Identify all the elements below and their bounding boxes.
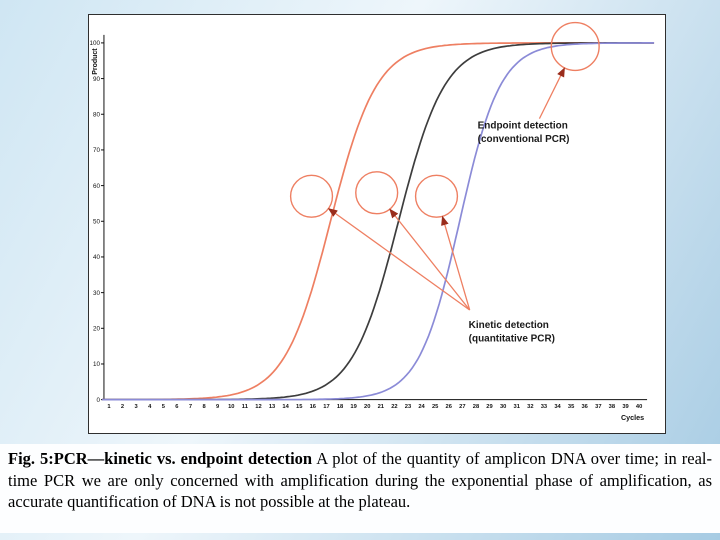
svg-text:9: 9 <box>216 404 219 410</box>
kinetic-arrow <box>441 215 471 311</box>
svg-text:27: 27 <box>459 404 465 410</box>
endpoint-detection-label: Endpoint detection <box>478 121 568 132</box>
svg-text:8: 8 <box>202 404 206 410</box>
svg-text:4: 4 <box>148 404 152 410</box>
svg-text:0: 0 <box>96 397 100 404</box>
svg-text:25: 25 <box>432 404 439 410</box>
kinetic-arrow <box>389 208 471 311</box>
svg-text:15: 15 <box>296 404 303 410</box>
svg-text:40: 40 <box>636 404 642 410</box>
svg-text:30: 30 <box>93 290 100 297</box>
svg-text:6: 6 <box>175 404 178 410</box>
svg-text:37: 37 <box>595 404 601 410</box>
svg-text:18: 18 <box>337 404 344 410</box>
y-axis-tick-labels: 0 10 20 30 40 50 60 70 80 90 100 <box>89 40 100 404</box>
exponential-phase-circle <box>355 171 399 215</box>
y-axis-title: Product <box>92 48 99 75</box>
pcr-amplification-chart: 0 10 20 30 40 50 60 70 80 90 100 1 2 3 4 5 6 7 8 9 10 11 12 13 1… <box>89 15 665 434</box>
exponential-phase-circle <box>289 174 334 218</box>
kinetic-detection-label: (quantitative PCR) <box>469 333 555 344</box>
svg-text:16: 16 <box>310 404 316 410</box>
figure-panel: 0 10 20 30 40 50 60 70 80 90 100 1 2 3 4 5 6 7 8 9 10 11 12 13 1… <box>88 14 666 434</box>
svg-text:34: 34 <box>554 404 561 410</box>
svg-text:20: 20 <box>364 404 370 410</box>
svg-text:7: 7 <box>189 404 192 410</box>
svg-text:30: 30 <box>500 404 506 410</box>
series-slow-amplification-blue <box>102 42 655 401</box>
svg-text:33: 33 <box>541 404 547 410</box>
svg-text:20: 20 <box>93 325 100 332</box>
svg-text:12: 12 <box>255 404 261 410</box>
svg-text:50: 50 <box>93 218 100 225</box>
figure-caption: Fig. 5:PCR—kinetic vs. endpoint detectio… <box>0 444 720 533</box>
svg-text:24: 24 <box>418 404 425 410</box>
svg-text:31: 31 <box>514 404 521 410</box>
plateau-circle <box>550 21 600 72</box>
svg-text:10: 10 <box>228 404 234 410</box>
svg-text:11: 11 <box>242 404 249 410</box>
svg-text:22: 22 <box>391 404 397 410</box>
svg-text:10: 10 <box>93 361 100 368</box>
svg-text:17: 17 <box>323 404 329 410</box>
svg-text:40: 40 <box>93 254 100 261</box>
svg-text:29: 29 <box>486 404 492 410</box>
caption-text: Fig. 5:PCR—kinetic vs. endpoint detectio… <box>8 448 712 513</box>
svg-text:5: 5 <box>162 404 166 410</box>
svg-text:19: 19 <box>350 404 356 410</box>
exponential-phase-circle <box>414 174 459 218</box>
svg-text:2: 2 <box>121 404 124 410</box>
series-medium-amplification-black <box>102 42 655 401</box>
x-axis-tick-labels: 1 2 3 4 5 6 7 8 9 10 11 12 13 14 15 16 17 18 19 20 21 22 23 24 2… <box>107 404 642 410</box>
svg-text:13: 13 <box>269 404 275 410</box>
kinetic-arrow <box>327 207 471 311</box>
svg-text:21: 21 <box>378 404 385 410</box>
endpoint-detection-label: (conventional PCR) <box>478 134 570 145</box>
caption-body: A plot of the quantity of amplicon DNA o… <box>8 449 712 511</box>
svg-text:90: 90 <box>93 76 100 83</box>
svg-text:100: 100 <box>89 40 100 47</box>
kinetic-detection-label: Kinetic detection <box>469 320 549 331</box>
svg-text:32: 32 <box>527 404 533 410</box>
svg-text:70: 70 <box>93 147 100 154</box>
svg-text:35: 35 <box>568 404 575 410</box>
svg-text:60: 60 <box>93 183 100 190</box>
x-axis-title: Cycles <box>621 414 644 422</box>
series-fast-amplification-orange <box>102 42 655 401</box>
svg-text:36: 36 <box>581 404 587 410</box>
svg-text:3: 3 <box>135 404 138 410</box>
svg-text:26: 26 <box>446 404 452 410</box>
svg-text:80: 80 <box>93 111 100 118</box>
caption-title: Fig. 5:PCR—kinetic vs. endpoint detectio… <box>8 449 313 468</box>
svg-text:1: 1 <box>107 404 111 410</box>
svg-text:23: 23 <box>405 404 411 410</box>
svg-text:38: 38 <box>609 404 616 410</box>
endpoint-arrow <box>538 67 566 119</box>
svg-text:39: 39 <box>622 404 628 410</box>
svg-text:14: 14 <box>282 404 289 410</box>
svg-text:28: 28 <box>473 404 480 410</box>
